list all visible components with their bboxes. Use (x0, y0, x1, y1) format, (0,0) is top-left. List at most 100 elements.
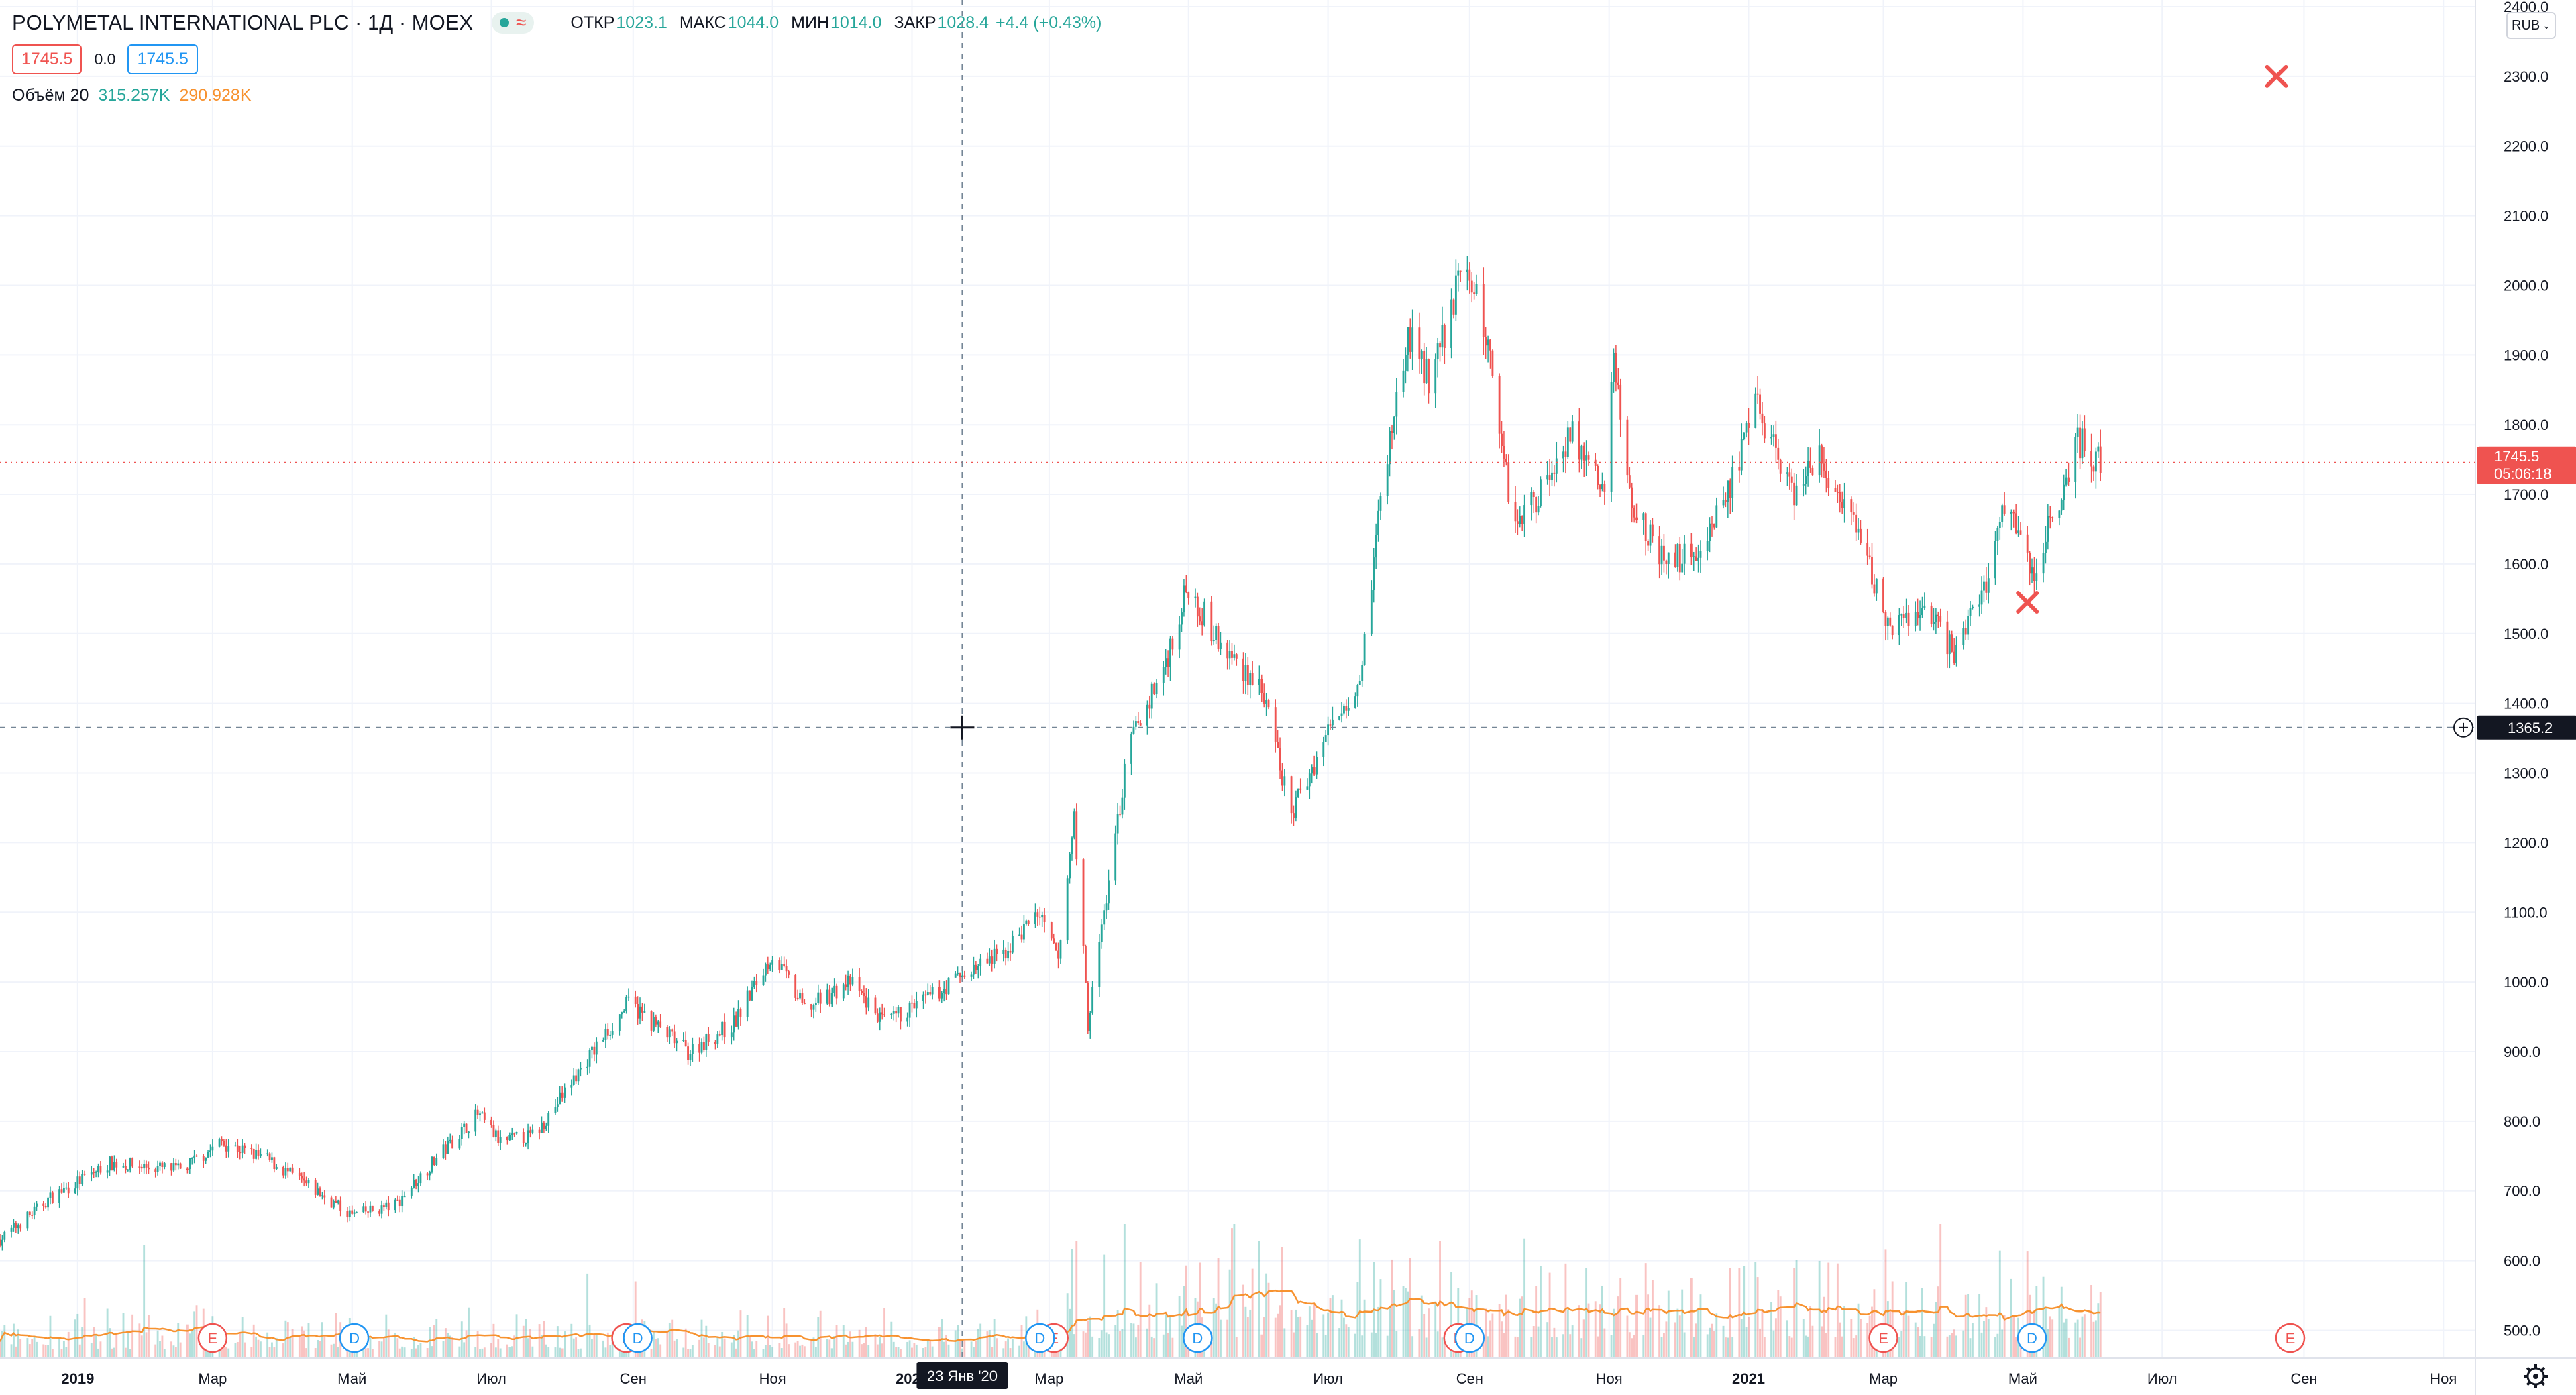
candle-body (1761, 413, 1764, 424)
volume-bar (131, 1314, 134, 1358)
volume-bar (28, 1344, 31, 1358)
volume-bar (847, 1341, 849, 1358)
volume-bar (1246, 1317, 1249, 1358)
volume-bar (1220, 1319, 1222, 1358)
candle-body (481, 1112, 484, 1114)
time-axis[interactable]: 2019 Мар Май Июл Сен Ноя 2020 Мар Май Июл Сен Ноя 20… (0, 1357, 2576, 1388)
candle-body (1098, 942, 1101, 987)
volume-bar (906, 1341, 909, 1358)
candle-body (131, 1158, 134, 1167)
volume-bar (586, 1273, 589, 1358)
volume-bar (1308, 1306, 1311, 1358)
candle-body (1073, 811, 1075, 838)
volume-bar (1777, 1290, 1780, 1358)
settings-gear-icon[interactable] (2524, 1364, 2548, 1388)
candle-body (1628, 475, 1631, 488)
volume-bar (1022, 1341, 1025, 1358)
time-tick-label: Ноя (2430, 1370, 2457, 1387)
candle-body (1754, 393, 1757, 428)
candle-body (1617, 382, 1619, 385)
dividend-marker[interactable] (2017, 1323, 2047, 1353)
drawing-markers[interactable] (2016, 64, 2288, 614)
candle-body (170, 1163, 172, 1171)
candle-body (522, 1131, 525, 1143)
candle-body (1738, 467, 1741, 471)
candle-body (362, 1206, 365, 1213)
volume-bar (762, 1349, 765, 1358)
volume-bar (369, 1337, 372, 1358)
buy-button[interactable]: 1745.5 (127, 44, 198, 74)
price-tick-label: 2200.0 (2504, 138, 2548, 155)
volume-bar (2001, 1329, 2004, 1358)
candle-body (1875, 578, 1878, 594)
candle-body (429, 1171, 431, 1176)
volume-bar (991, 1347, 994, 1358)
candle-body (1436, 343, 1439, 359)
candle-body (284, 1168, 287, 1176)
dividend-marker[interactable] (623, 1323, 653, 1353)
candle-body (2010, 512, 2012, 514)
candle-body (337, 1200, 339, 1203)
currency-selector[interactable]: RUB ⌄ (2506, 12, 2556, 39)
volume-bar (810, 1341, 812, 1358)
legend-status-icons[interactable]: ≈ (492, 12, 535, 34)
chevron-down-icon: ⌄ (2542, 19, 2551, 31)
candle-body (33, 1206, 36, 1216)
volume-bar (1181, 1325, 1183, 1358)
candle-body (1347, 707, 1350, 711)
volume-bar (317, 1339, 319, 1358)
earnings-marker[interactable] (1868, 1323, 1898, 1353)
candle-body (241, 1145, 244, 1153)
candle-body (1743, 432, 1746, 439)
volume-bar (189, 1333, 191, 1358)
candle-body (627, 996, 630, 998)
candle-body (465, 1123, 468, 1133)
dividend-marker[interactable] (1183, 1323, 1213, 1353)
volume-legend[interactable]: Объём 20 315.257K 290.928K (12, 86, 252, 105)
dividend-marker[interactable] (1454, 1323, 1485, 1353)
candle-body (1951, 634, 1953, 652)
event-markers[interactable]: EEEEEEDDDDDD (197, 1323, 2306, 1353)
dividend-marker[interactable] (1025, 1323, 1055, 1353)
candle-body (1955, 645, 1957, 663)
earnings-marker[interactable] (2275, 1323, 2306, 1353)
price-axis[interactable]: 500.0 600.0 700.0 800.0 900.0 1000.0 1100.0 120… (2475, 0, 2576, 1395)
candle-body (1324, 735, 1327, 742)
candle-body (1226, 642, 1229, 659)
volume-bar (1562, 1334, 1564, 1358)
volume-bar (1690, 1278, 1693, 1358)
volume-bar (1108, 1334, 1110, 1358)
candle-body (1354, 696, 1356, 708)
candle-body (1786, 472, 1788, 474)
candle-body (1852, 512, 1855, 515)
volume-bar (908, 1340, 911, 1358)
volume-bar (1514, 1336, 1517, 1358)
candle-body (801, 993, 804, 1003)
dividend-marker[interactable] (339, 1323, 370, 1353)
sell-button[interactable]: 1745.5 (12, 44, 83, 74)
volume-bar (1921, 1288, 1923, 1358)
candle-body (1642, 513, 1645, 520)
volume-bar (716, 1337, 719, 1358)
candle-body (673, 1031, 676, 1044)
earnings-marker-letter: E (1878, 1330, 1888, 1347)
x-marker-icon[interactable] (2016, 591, 2039, 614)
volume-bar (95, 1335, 97, 1358)
candle-body (506, 1137, 508, 1141)
volume-bar (1615, 1313, 1617, 1358)
candle-body (367, 1211, 369, 1213)
x-marker-icon[interactable] (2265, 64, 2288, 88)
volume-bar (257, 1339, 260, 1358)
volume-bar (298, 1335, 301, 1358)
volume-bar (239, 1333, 241, 1358)
symbol-title[interactable]: POLYMETAL INTERNATIONAL PLC · 1Д · MOEX (12, 11, 474, 34)
candle-body (1423, 351, 1426, 384)
candle-body (1834, 488, 1837, 492)
dividend-marker-letter: D (1464, 1330, 1475, 1347)
earnings-marker[interactable] (197, 1323, 228, 1353)
volume-bar (1439, 1241, 1441, 1358)
volume-bar (1306, 1325, 1309, 1358)
trade-buttons: 1745.5 0.0 1745.5 (12, 44, 198, 74)
